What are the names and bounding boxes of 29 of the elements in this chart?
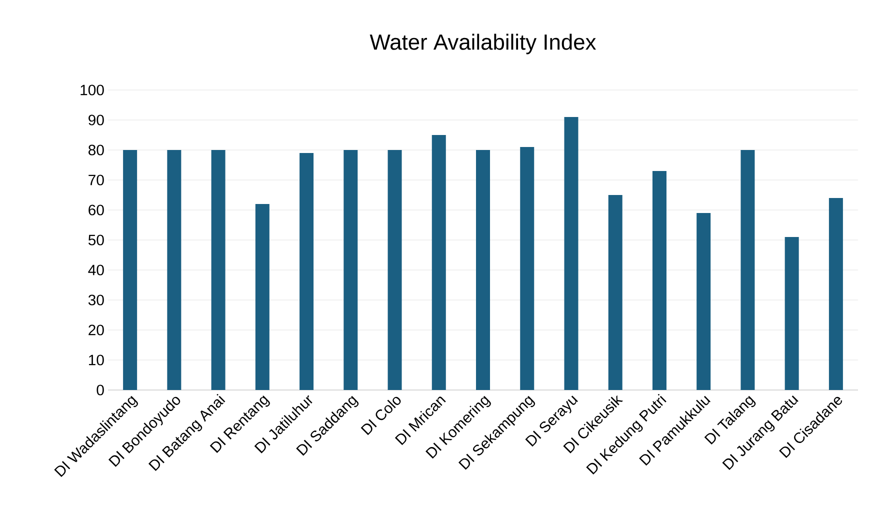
bar — [167, 150, 182, 390]
bar — [255, 204, 270, 390]
bar — [608, 194, 622, 390]
bar — [476, 150, 490, 390]
bar — [123, 150, 138, 390]
bar — [520, 146, 534, 390]
y-tick-label: 90 — [88, 114, 104, 126]
bar — [300, 152, 314, 390]
y-tick-label: 50 — [88, 234, 104, 246]
bar — [828, 198, 843, 390]
bar — [564, 116, 578, 390]
y-tick-label: 100 — [80, 84, 104, 96]
y-tick-label: 70 — [88, 174, 104, 186]
chart-title: Water Availability Index — [370, 34, 596, 54]
bar — [784, 237, 799, 390]
y-tick-label: 20 — [88, 324, 104, 336]
y-tick-label: 60 — [88, 204, 104, 216]
bar — [211, 150, 226, 390]
bar — [740, 150, 755, 390]
bar — [388, 150, 402, 390]
y-tick-label: 0 — [96, 384, 104, 396]
y-tick-label: 30 — [88, 294, 104, 306]
y-tick-label: 80 — [88, 144, 104, 156]
bar — [652, 170, 666, 390]
bar — [696, 212, 711, 390]
y-tick-label: 40 — [88, 264, 104, 276]
bar — [344, 150, 358, 390]
bar — [432, 134, 446, 390]
y-tick-label: 10 — [89, 354, 104, 366]
